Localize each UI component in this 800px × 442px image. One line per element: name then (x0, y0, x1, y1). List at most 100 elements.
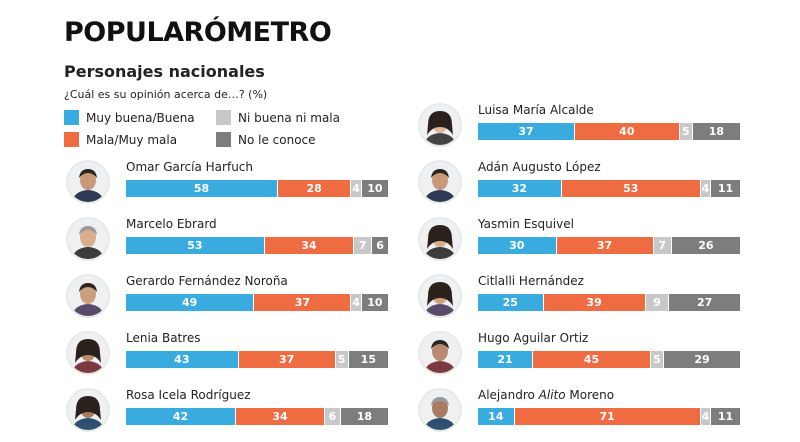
bar-segment-neutral: 4 (351, 180, 362, 197)
person-name: Luisa María Alcalde (478, 103, 594, 117)
data-label: 58 (193, 182, 210, 195)
bar-segment-bad: 37 (254, 294, 352, 311)
bar-segment-good: 25 (478, 294, 544, 311)
bar-segment-neutral: 5 (679, 123, 693, 140)
data-label: 15 (360, 353, 376, 366)
bar-segment-neutral: 4 (351, 294, 362, 311)
bar-segment-unknown: 29 (664, 351, 740, 368)
bar-segment-neutral: 5 (650, 351, 664, 368)
bar-segment-neutral: 7 (653, 237, 672, 254)
data-label: 53 (187, 239, 203, 252)
avatar-woman-icon (420, 105, 460, 145)
stacked-bar: 42 34 6 18 (126, 408, 388, 425)
legend-label-bad: Mala/Muy mala (86, 132, 178, 147)
bar-segment-neutral: 6 (325, 408, 341, 425)
data-label: 34 (301, 239, 317, 252)
data-label: 34 (272, 410, 288, 423)
person-name-nickname: Alito (538, 388, 566, 402)
person-row: Lenia Batres 43 37 5 15 (0, 331, 800, 381)
bar-segment-good: 42 (126, 408, 237, 425)
bar-segment-good: 14 (478, 408, 515, 425)
stacked-bar: 49 37 4 10 (126, 294, 388, 311)
bar-segment-unknown: 10 (361, 180, 388, 197)
person-row: Marcelo Ebrard 53 34 7 6 (0, 217, 800, 267)
stacked-bar: 43 37 5 15 (126, 351, 388, 368)
bar-segment-neutral: 5 (335, 351, 349, 368)
person-name: Adán Augusto López (478, 160, 601, 174)
data-label: 5 (681, 125, 690, 138)
person-name: Gerardo Fernández Noroña (126, 274, 288, 288)
legend-swatch-neutral (216, 110, 231, 125)
bar-segment-bad: 53 (561, 180, 701, 197)
data-label: 6 (328, 410, 337, 423)
data-label: 43 (174, 353, 190, 366)
person-row: Luisa María Alcalde 37 40 5 18 (0, 103, 800, 153)
data-label: 5 (337, 353, 346, 366)
person-row: Gerardo Fernández Noroña 49 37 4 10 (0, 274, 800, 324)
data-label: 49 (182, 296, 198, 309)
data-label: 7 (658, 239, 667, 252)
data-label: 7 (358, 239, 367, 252)
person-name-suffix: Moreno (565, 388, 615, 402)
bar-segment-good: 21 (478, 351, 534, 368)
stacked-bar: 53 34 7 6 (126, 237, 388, 254)
person-name: Alejandro Alito Moreno (478, 388, 614, 402)
legend-swatch-unknown (216, 132, 231, 147)
data-label: 4 (701, 182, 710, 195)
avatar-man-icon (68, 219, 108, 259)
legend-item-neutral: Ni buena ni mala (216, 110, 340, 125)
bar-segment-good: 49 (126, 294, 255, 311)
data-label: 37 (518, 125, 534, 138)
data-label: 18 (708, 125, 725, 138)
bar-segment-unknown: 15 (348, 351, 388, 368)
legend-swatch-good (64, 110, 79, 125)
data-label: 53 (623, 182, 639, 195)
bar-segment-unknown: 18 (340, 408, 388, 425)
person-name: Hugo Aguilar Ortiz (478, 331, 589, 345)
avatar-woman-icon (68, 333, 108, 373)
data-label: 11 (717, 182, 734, 195)
person-name: Citlalli Hernández (478, 274, 584, 288)
bar-segment-neutral: 4 (700, 180, 712, 197)
header: POPULARÓMETRO Personajes nacionales ¿Cuá… (64, 16, 332, 101)
person-row: Yasmin Esquivel 30 37 7 26 (0, 217, 800, 267)
data-label: 30 (509, 239, 525, 252)
data-label: 4 (352, 296, 360, 309)
bar-segment-bad: 28 (277, 180, 352, 197)
data-label: 45 (583, 353, 600, 366)
data-label: 28 (306, 182, 322, 195)
person-name: Yasmin Esquivel (478, 217, 574, 231)
bar-segment-unknown: 11 (711, 180, 740, 197)
data-label: 40 (619, 125, 635, 138)
bar-segment-good: 53 (126, 237, 265, 254)
data-label: 6 (376, 239, 384, 252)
bar-segment-good: 43 (126, 351, 239, 368)
data-label: 27 (696, 296, 713, 309)
stacked-bar: 37 40 5 18 (478, 123, 740, 140)
stacked-bar: 14 71 4 11 (478, 408, 740, 425)
stacked-bar: 32 53 4 11 (478, 180, 740, 197)
data-label: 29 (694, 353, 710, 366)
person-row: Hugo Aguilar Ortiz 21 45 5 29 (0, 331, 800, 381)
avatar-man-icon (68, 162, 108, 202)
bar-segment-bad: 39 (543, 294, 646, 311)
bar-segment-unknown: 11 (711, 408, 740, 425)
person-name: Rosa Icela Rodríguez (126, 388, 251, 402)
avatar-woman-icon (68, 390, 108, 430)
person-row: Rosa Icela Rodríguez 42 34 6 18 (0, 388, 800, 438)
avatar-woman-icon (420, 276, 460, 316)
data-label: 25 (502, 296, 518, 309)
stacked-bar: 25 39 9 27 (478, 294, 740, 311)
data-label: 37 (278, 353, 295, 366)
survey-question: ¿Cuál es su opinión acerca de…? (%) (64, 88, 268, 101)
avatar-man-icon (420, 333, 460, 373)
bar-segment-good: 32 (478, 180, 562, 197)
bar-segment-good: 37 (478, 123, 575, 140)
bar-segment-bad: 34 (236, 408, 326, 425)
bar-segment-good: 58 (126, 180, 278, 197)
data-label: 42 (172, 410, 189, 423)
data-label: 10 (367, 296, 383, 309)
person-name: Omar García Harfuch (126, 160, 254, 174)
data-label: 4 (352, 182, 360, 195)
avatar-man-icon (420, 162, 460, 202)
